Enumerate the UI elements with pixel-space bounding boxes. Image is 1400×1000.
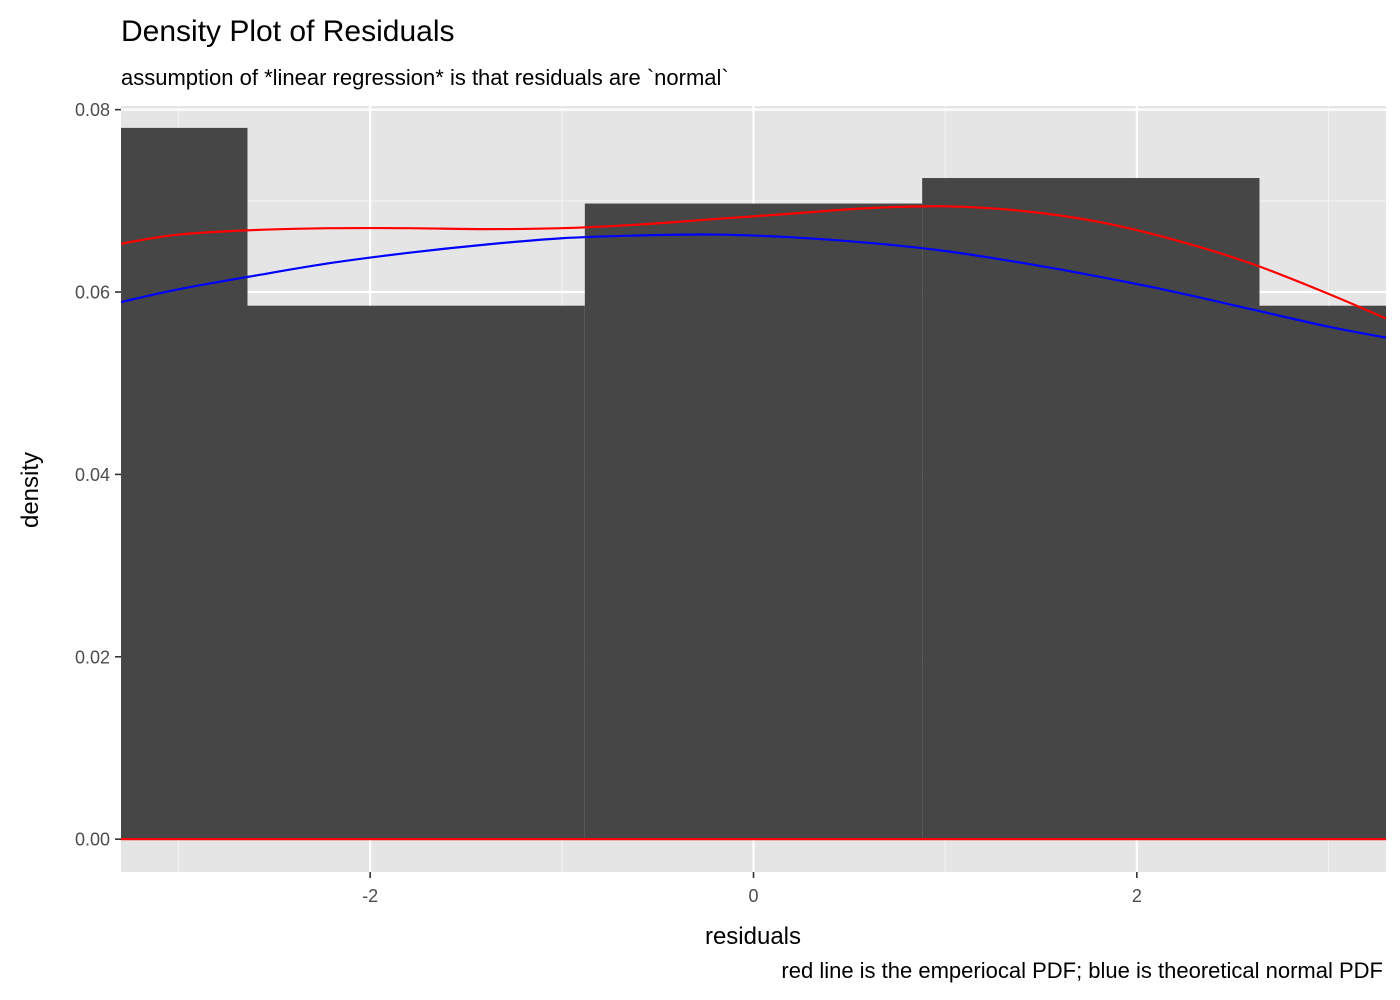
x-tick-label: -2 <box>362 886 378 906</box>
histogram-bar <box>121 127 248 840</box>
chart-subtitle: assumption of *linear regression* is tha… <box>121 65 729 90</box>
empirical-pdf-line <box>120 205 1387 320</box>
histogram-bars <box>121 127 1386 840</box>
y-tick-label: 0.04 <box>75 465 110 485</box>
histogram-bar <box>584 203 923 840</box>
y-axis-title: density <box>17 452 44 528</box>
chart-caption: red line is the emperiocal PDF; blue is … <box>781 958 1383 983</box>
histogram-bar <box>922 178 1260 840</box>
y-tick-label: 0.02 <box>75 647 110 667</box>
x-axis-title: residuals <box>705 923 801 950</box>
histogram-bar <box>247 305 585 840</box>
histogram-bar <box>1259 305 1386 840</box>
y-tick-label: 0.08 <box>75 100 110 120</box>
theoretical-pdf-line <box>120 233 1387 339</box>
y-axis: 0.00 0.02 0.04 0.06 0.08 <box>75 100 121 850</box>
chart-title: Density Plot of Residuals <box>121 15 455 48</box>
y-tick-label: 0.06 <box>75 283 110 303</box>
x-axis: -2 0 2 <box>362 872 1142 906</box>
density-lines <box>120 205 1387 841</box>
x-tick-label: 2 <box>1132 886 1142 906</box>
y-tick-label: 0.00 <box>75 830 110 850</box>
x-tick-label: 0 <box>748 886 758 906</box>
